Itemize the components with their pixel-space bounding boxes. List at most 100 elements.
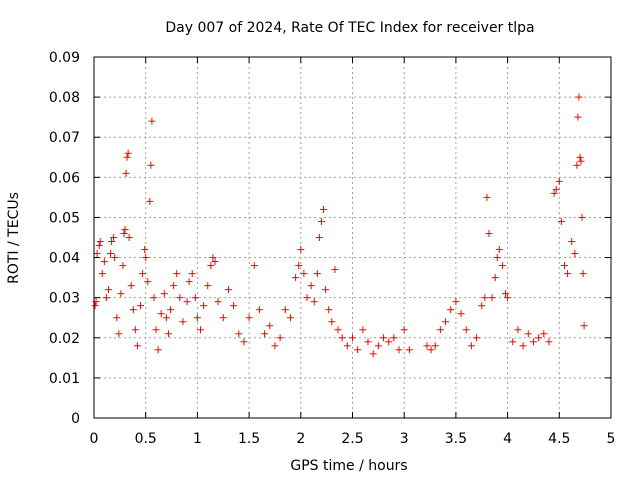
data-point [535, 334, 543, 342]
data-point [488, 294, 496, 302]
data-point [200, 302, 208, 310]
data-point [436, 326, 444, 334]
data-point [137, 302, 145, 310]
data-point [219, 314, 227, 322]
x-tick-label: 5 [607, 431, 616, 447]
data-point [331, 266, 339, 274]
x-tick-label: 0.5 [135, 431, 157, 447]
y-axis-label: ROTI / TECUs [6, 192, 22, 284]
y-tick-label: 0.06 [49, 170, 80, 186]
data-point [552, 185, 560, 193]
x-tick-label: 0 [90, 431, 99, 447]
data-point [250, 262, 258, 270]
data-point [224, 286, 232, 294]
data-point [144, 278, 152, 286]
data-point [509, 338, 517, 346]
data-point [473, 334, 481, 342]
data-point [93, 250, 101, 258]
data-point [125, 234, 133, 241]
data-point [423, 342, 431, 350]
data-point [374, 342, 382, 350]
data-point [176, 294, 184, 302]
data-point [211, 258, 219, 266]
data-point [295, 262, 303, 270]
data-point [183, 298, 191, 306]
data-point [281, 306, 289, 314]
data-point [297, 246, 305, 254]
data-point [91, 302, 99, 310]
data-point [457, 310, 465, 318]
data-point [154, 346, 162, 354]
data-point [98, 270, 106, 278]
data-point [575, 93, 583, 101]
data-point [123, 153, 131, 161]
data-point [162, 314, 170, 322]
x-axis-tick-labels: 0 0.5 1 1.5 2 2.5 3 3.5 4 4.5 5 [90, 431, 616, 447]
data-point [573, 161, 581, 169]
data-point [514, 326, 522, 334]
x-tick-label: 2 [296, 431, 305, 447]
data-point [261, 330, 269, 338]
data-point [380, 334, 388, 342]
x-tick-label: 3.5 [445, 431, 467, 447]
data-point [343, 342, 351, 350]
data-point [400, 326, 408, 334]
data-point [142, 254, 150, 262]
data-point [568, 238, 576, 246]
y-tick-label: 0.03 [49, 291, 80, 307]
y-tick-label: 0.09 [49, 50, 80, 66]
data-point [102, 294, 110, 302]
data-point [571, 250, 579, 258]
x-tick-label: 2.5 [341, 431, 363, 447]
data-point [325, 306, 333, 314]
data-point [364, 338, 372, 346]
data-point [483, 193, 491, 201]
data-point [235, 330, 243, 338]
data-point [555, 177, 563, 185]
data-point [147, 161, 155, 169]
data-point [214, 298, 222, 306]
data-point [315, 234, 323, 241]
y-tick-label: 0.05 [49, 210, 80, 226]
data-point [207, 262, 215, 270]
data-point [545, 338, 553, 346]
x-tick-label: 1 [193, 431, 202, 447]
data-point [141, 246, 149, 254]
data-point [160, 290, 168, 298]
data-point [442, 318, 450, 326]
x-axis-label: GPS time / hours [290, 458, 407, 474]
data-point [300, 270, 308, 278]
data-point [369, 350, 377, 358]
data-point [580, 322, 588, 330]
data-point [349, 334, 356, 342]
data-point [478, 302, 486, 310]
data-point [502, 290, 510, 298]
data-point [338, 334, 346, 342]
data-point [115, 330, 123, 338]
data-point [519, 342, 527, 350]
data-point [564, 270, 572, 278]
data-point [179, 318, 187, 326]
data-point [255, 306, 263, 314]
data-point [313, 270, 321, 278]
data-point [111, 254, 119, 262]
data-point [120, 229, 128, 237]
data-point [230, 302, 238, 310]
x-tick-label: 3 [400, 431, 409, 447]
data-point [164, 330, 172, 338]
data-point [493, 254, 501, 262]
y-axis-tick-labels: 0 0.01 0.02 0.03 0.04 0.05 0.06 0.07 0.08 0.09 [49, 50, 80, 427]
data-point [574, 113, 582, 121]
data-point [276, 334, 284, 342]
data-point [266, 322, 274, 330]
data-point [481, 294, 489, 302]
data-point [579, 270, 587, 278]
x-tick-label: 4 [503, 431, 512, 447]
data-point [320, 205, 328, 213]
data-point [157, 310, 165, 318]
grid [94, 57, 611, 418]
data-point [529, 338, 537, 346]
data-point [113, 314, 121, 322]
data-point [119, 262, 127, 270]
